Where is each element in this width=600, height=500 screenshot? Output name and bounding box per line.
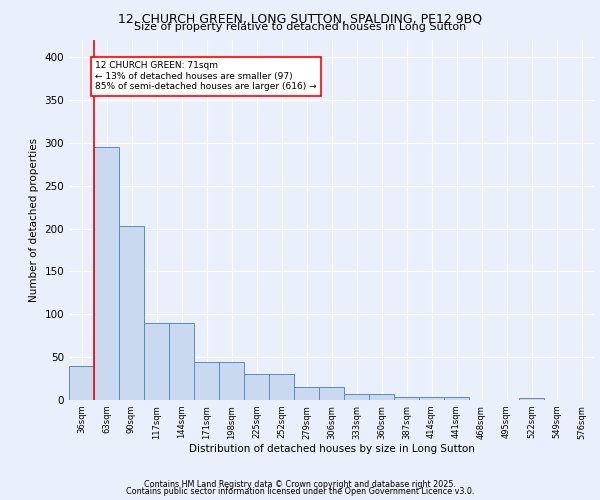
Text: Contains public sector information licensed under the Open Government Licence v3: Contains public sector information licen… (126, 487, 474, 496)
Bar (269, 374, 294, 400)
Text: Size of property relative to detached houses in Long Sutton: Size of property relative to detached ho… (134, 22, 466, 32)
Bar (194, 362, 219, 400)
Bar (119, 226, 144, 400)
Bar (369, 394, 394, 400)
Y-axis label: Number of detached properties: Number of detached properties (29, 138, 39, 302)
Text: 12, CHURCH GREEN, LONG SUTTON, SPALDING, PE12 9BQ: 12, CHURCH GREEN, LONG SUTTON, SPALDING,… (118, 12, 482, 26)
X-axis label: Distribution of detached houses by size in Long Sutton: Distribution of detached houses by size … (188, 444, 475, 454)
Bar (419, 396, 444, 400)
Bar (344, 394, 369, 400)
Text: 12 CHURCH GREEN: 71sqm
← 13% of detached houses are smaller (97)
85% of semi-det: 12 CHURCH GREEN: 71sqm ← 13% of detached… (95, 62, 317, 91)
Bar (394, 396, 419, 400)
Bar (319, 387, 344, 400)
Bar (444, 396, 469, 400)
Bar (519, 398, 544, 400)
Bar (244, 374, 269, 400)
Text: Contains HM Land Registry data © Crown copyright and database right 2025.: Contains HM Land Registry data © Crown c… (144, 480, 456, 489)
Bar (169, 323, 194, 400)
Bar (94, 147, 119, 400)
Bar (69, 366, 94, 400)
Bar (144, 323, 169, 400)
Bar (294, 387, 319, 400)
Bar (219, 362, 244, 400)
